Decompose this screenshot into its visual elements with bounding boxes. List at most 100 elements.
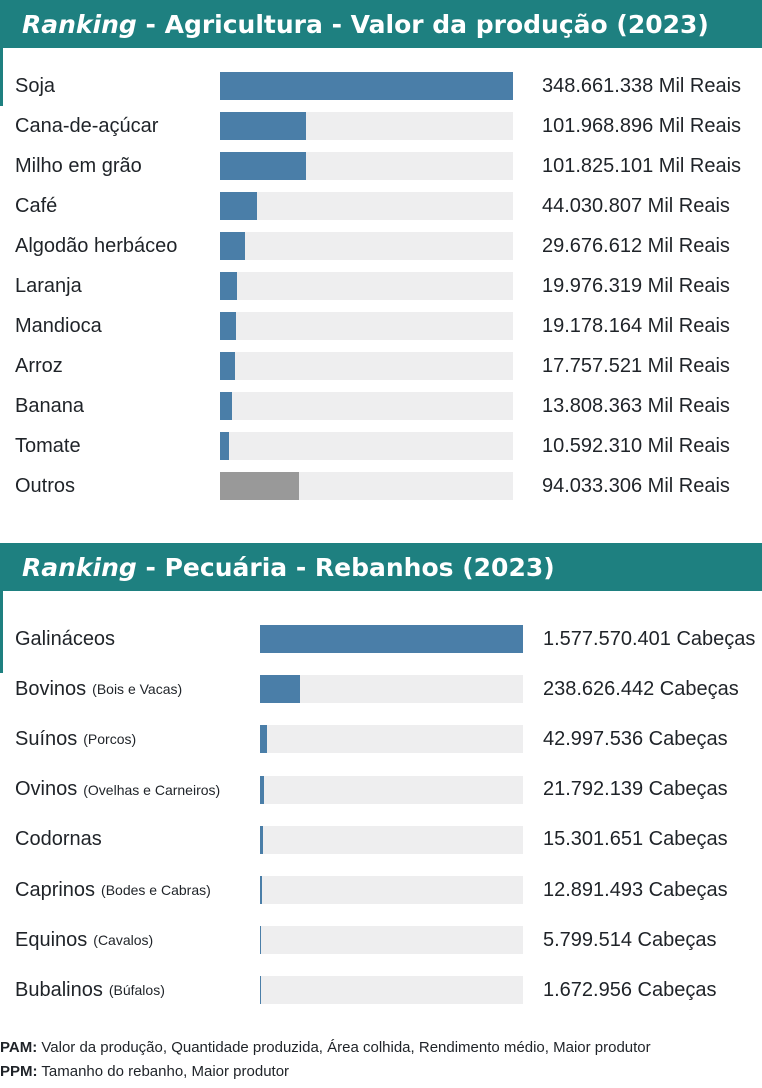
bar-value-label: 5.799.514 Cabeças [543,928,717,951]
category-name: Caprinos [15,878,96,901]
category-note: (Cavalos) [93,932,154,949]
bar-row-equinos: Equinos (Cavalos) 5.799.514 Cabeças [0,920,762,960]
bar-category-label: Codornas [15,820,102,860]
bar-row-ovinos: Ovinos (Ovelhas e Carneiros) 21.792.139 Ca… [0,770,762,810]
bar-track [260,625,523,653]
bar-track [220,232,513,260]
category-name: Mandioca [15,314,102,337]
livestock-accent-line [0,591,3,673]
footnote-pam: PAM: Valor da produção, Quantidade produ… [0,1036,651,1060]
bar-tomate [220,432,229,460]
bar-category-label: Tomate [15,426,81,466]
bar-suinos [260,725,268,754]
bar-track [220,72,513,100]
category-name: Cana-de-açúcar [15,114,159,137]
bar-row-arroz: Arroz 17.757.521 Mil Reais [0,346,762,386]
bar-caprinos [260,876,263,904]
livestock-title-rest: - Pecuária - Rebanhos (2023) [136,552,555,582]
bar-row-milho-em-grao: Milho em grão 101.825.101 Mil Reais [0,146,762,186]
bar-value-label: 15.301.651 Cabeças [543,828,728,851]
livestock-ranking-header: Ranking - Pecuária - Rebanhos (2023) [0,543,762,591]
footnote-pam-text: Valor da produção, Quantidade produzida,… [37,1039,651,1056]
category-name: Bubalinos [15,978,103,1001]
bar-track [260,876,523,904]
agriculture-accent-line [0,48,3,106]
category-name: Laranja [15,274,82,297]
category-name: Codornas [15,828,102,851]
bar-codornas [260,825,263,854]
bar-category-label: Equinos (Cavalos) [15,920,153,960]
bar-category-label: Cana-de-açúcar [15,106,158,146]
category-note: (Bodes e Cabras) [101,882,211,898]
category-name: Equinos [15,928,88,951]
category-name: Tomate [15,434,81,457]
bar-row-caprinos: Caprinos (Bodes e Cabras) 12.891.493 Cabeç… [0,870,762,910]
livestock-title-italic: Ranking [22,552,137,582]
bar-row-bubalinos: Bubalinos (Búfalos) 1.672.956 Cabeças [0,970,762,1010]
category-note: (Búfalos) [108,982,165,999]
footnotes: PAM: Valor da produção, Quantidade produ… [0,1036,651,1084]
category-name: Algodão herbáceo [15,234,178,257]
bar-track [260,926,523,955]
category-name: Soja [15,74,56,97]
bar-galinaceos [260,625,523,653]
footnote-ppm-text: Tamanho do rebanho, Maior produtor [37,1063,290,1080]
bar-category-label: Laranja [15,266,82,306]
bar-cana-de-acucar [220,112,306,140]
category-name: Bovinos [15,677,87,700]
category-name: Banana [15,394,84,417]
category-name: Arroz [15,354,63,377]
bar-category-label: Banana [15,386,84,426]
bar-value-label: 17.757.521 Mil Reais [542,354,730,377]
bar-value-label: 101.968.896 Mil Reais [542,114,742,137]
bar-category-label: Soja [15,66,55,106]
bar-milho-em-grao [220,152,306,180]
bar-category-label: Ovinos (Ovelhas e Carneiros) [15,770,220,810]
bar-track [220,192,513,220]
bar-category-label: Café [15,186,57,226]
bar-track [260,825,523,854]
bar-track [260,976,523,1005]
bar-track [220,152,513,180]
bar-mandioca [220,312,237,340]
bar-row-cafe: Café 44.030.807 Mil Reais [0,186,762,226]
bar-cafe [220,192,257,220]
bar-row-laranja: Laranja 19.976.319 Mil Reais [0,266,762,306]
bar-category-label: Bovinos (Bois e Vacas) [15,669,182,709]
bar-value-label: 19.178.164 Mil Reais [542,314,730,337]
category-name: Milho em grão [15,154,142,177]
bar-banana [220,392,232,420]
bar-outros [220,472,300,500]
bar-row-codornas: Codornas 15.301.651 Cabeças [0,820,762,860]
category-note: (Porcos) [83,731,137,748]
bar-track [220,352,513,380]
bar-row-cana-de-acucar: Cana-de-açúcar 101.968.896 Mil Reais [0,106,762,146]
bar-track [260,775,523,804]
bar-row-soja: Soja 348.661.338 Mil Reais [0,66,762,106]
bar-track [220,312,513,340]
bar-category-label: Caprinos (Bodes e Cabras) [15,870,211,910]
bar-value-label: 21.792.139 Cabeças [543,778,728,801]
agriculture-title-italic: Ranking [22,9,137,39]
bar-value-label: 10.592.310 Mil Reais [542,434,730,457]
bar-category-label: Outros [15,466,75,506]
bar-category-label: Milho em grão [15,146,142,186]
bar-value-label: 44.030.807 Mil Reais [542,194,730,217]
bar-row-galinaceos: Galináceos 1.577.570.401 Cabeças [0,619,762,659]
bar-value-label: 12.891.493 Cabeças [543,878,728,901]
category-name: Galináceos [15,627,116,650]
bar-row-bovinos: Bovinos (Bois e Vacas) 238.626.442 Cabeças [0,669,762,709]
bar-value-label: 1.577.570.401 Cabeças [543,627,756,650]
agriculture-title-rest: - Agricultura - Valor da produção (2023) [136,9,709,39]
bar-ovinos [260,775,264,804]
bar-laranja [220,272,237,300]
category-name: Ovinos [15,778,78,801]
bar-value-label: 101.825.101 Mil Reais [542,154,742,177]
bar-row-banana: Banana 13.808.363 Mil Reais [0,386,762,426]
bar-value-label: 94.033.306 Mil Reais [542,474,730,497]
bar-arroz [220,352,235,380]
footnote-ppm-label: PPM: [0,1063,38,1080]
bar-track [260,725,523,754]
category-note: (Bois e Vacas) [92,681,183,698]
category-name: Suínos [15,727,78,750]
